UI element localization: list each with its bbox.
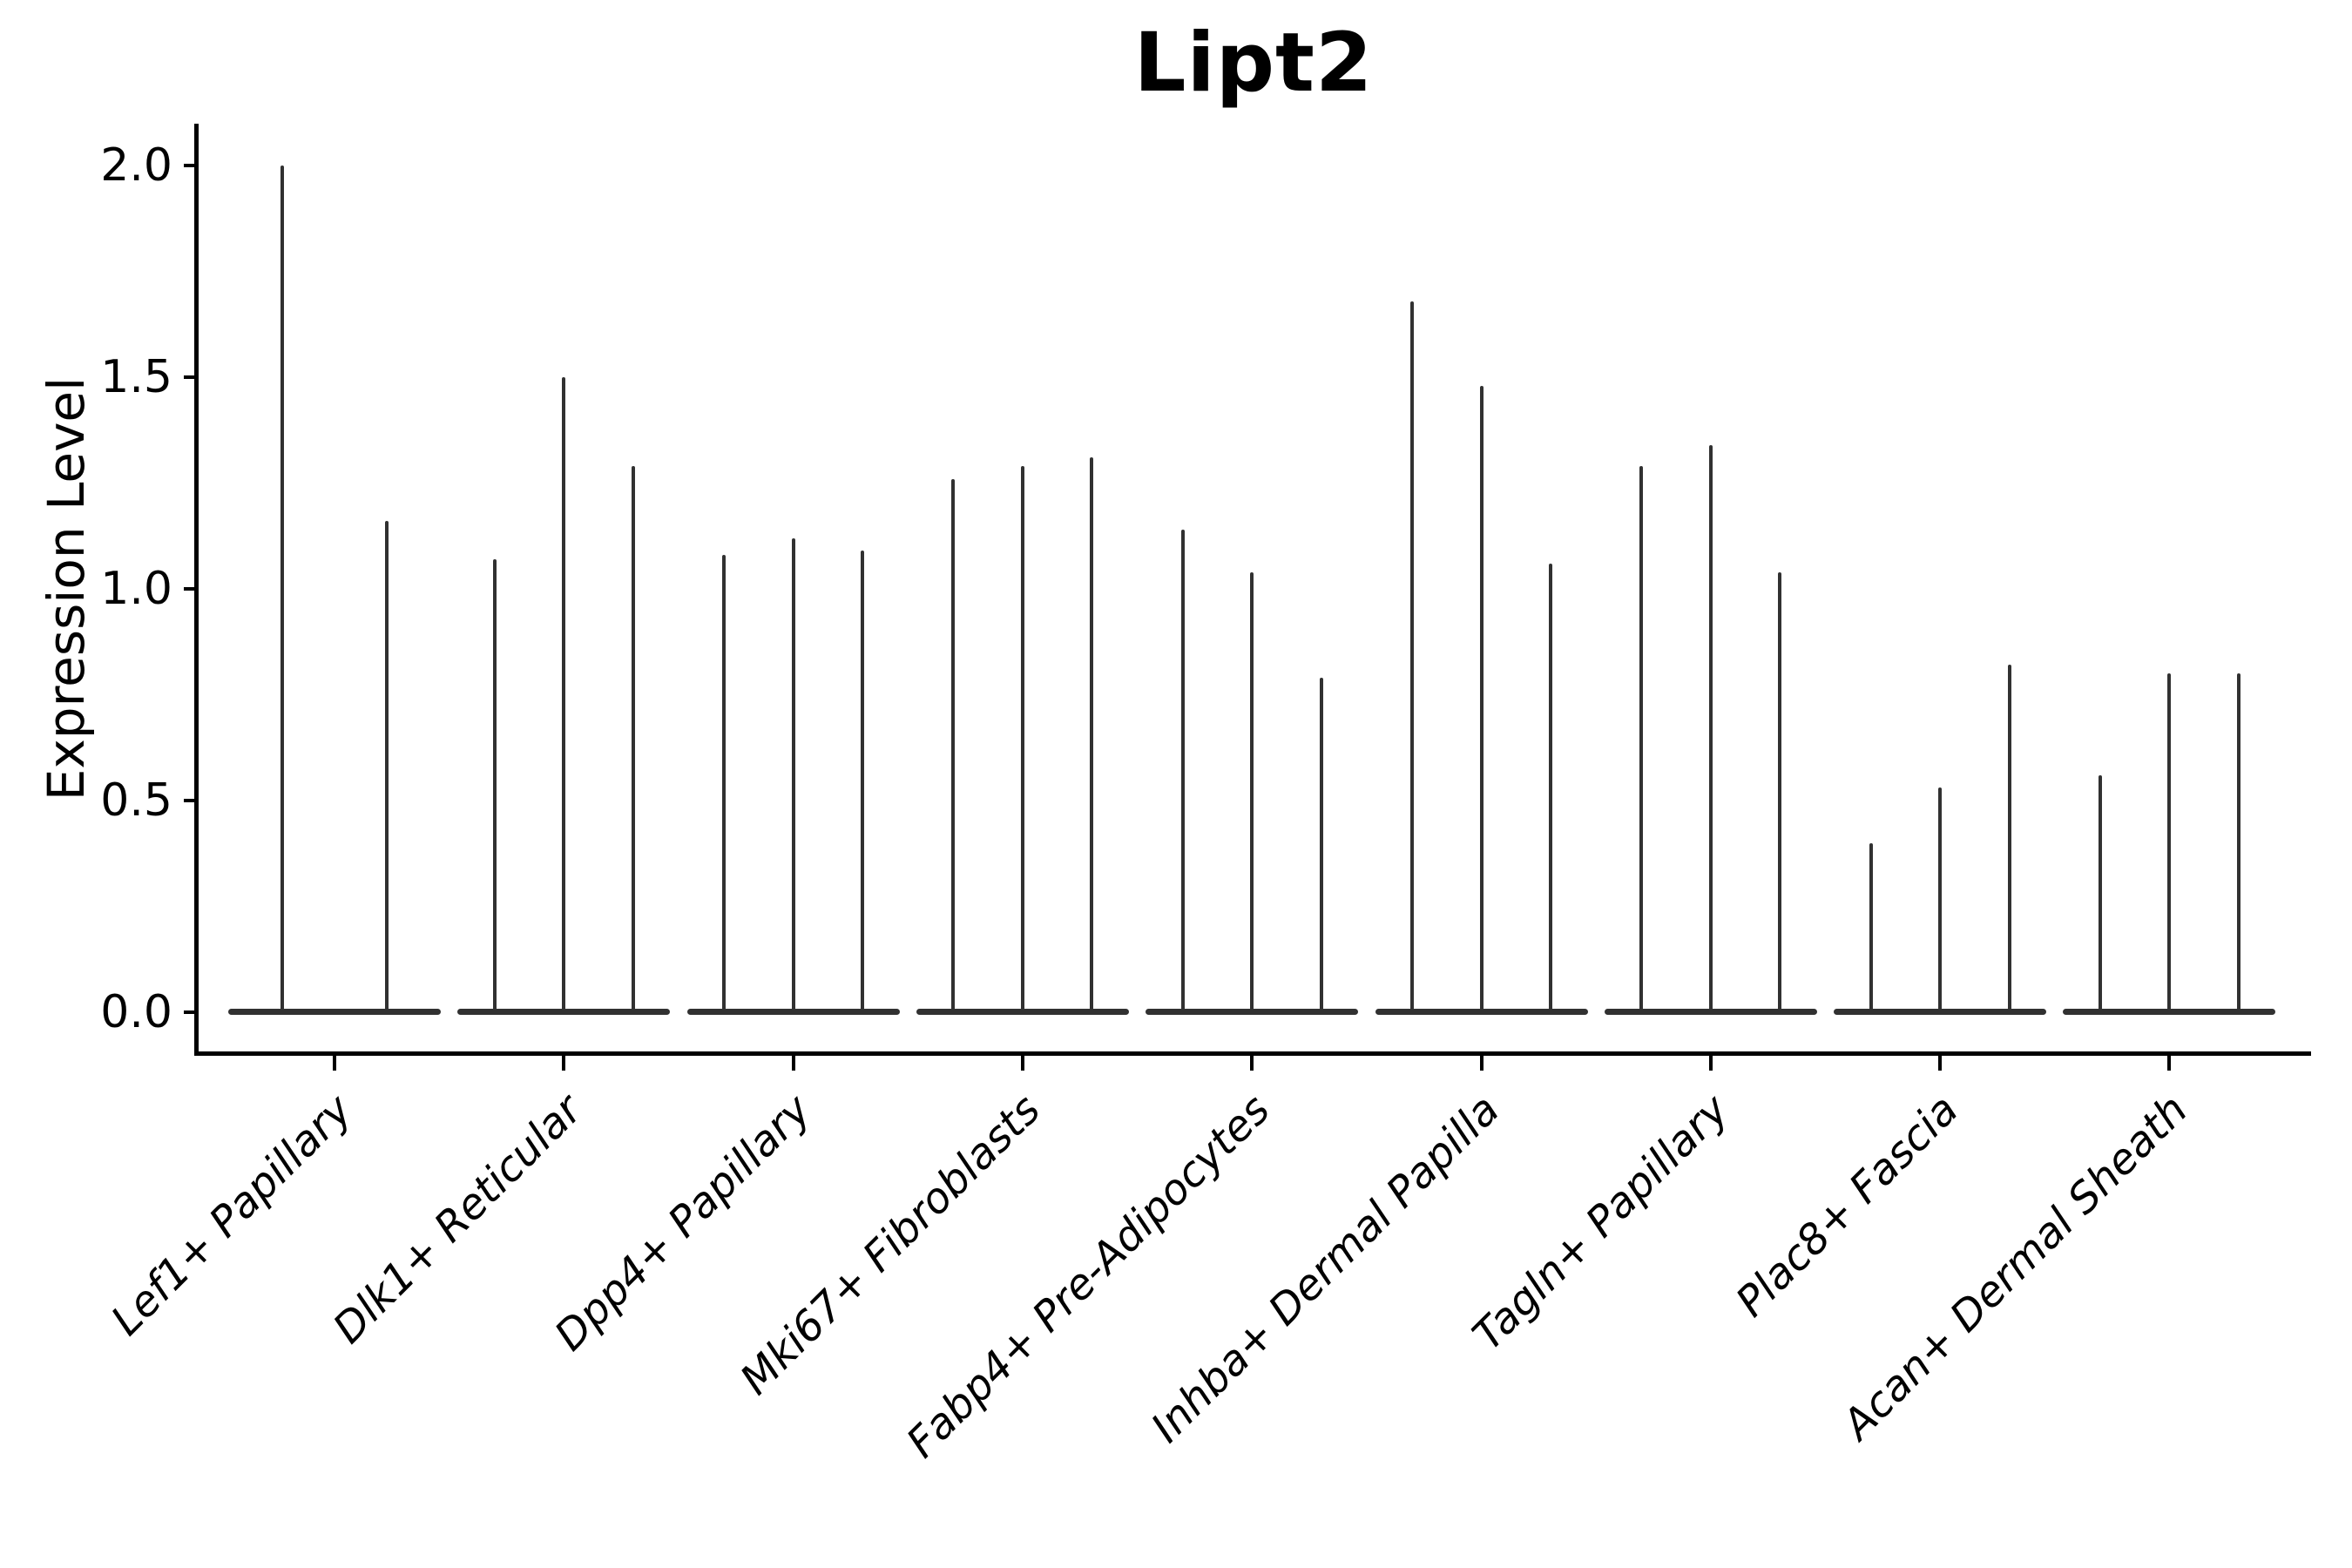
x-tick [562,1056,566,1071]
x-tick [1479,1056,1484,1071]
violin-spike [2236,673,2240,1012]
violin-spike [2007,665,2011,1012]
y-tick-label: 1.5 [100,351,172,403]
x-tick-label: Tagln+ Papillary [1463,1085,1739,1361]
violin-spike [1020,466,1024,1012]
x-tick [1250,1056,1254,1071]
violin-spike [951,479,956,1012]
violin-spike [2167,673,2172,1012]
violin-spike [2098,775,2102,1012]
violin-spike [1090,457,1094,1012]
violin-spike [1319,678,1323,1012]
violin-base [228,1009,441,1015]
x-axis-spine [194,1051,2311,1056]
x-tick [333,1056,336,1071]
y-tick-label: 0.0 [100,986,172,1038]
y-tick-label: 2.0 [100,139,172,192]
violin-spike [631,466,635,1012]
y-tick-label: 0.5 [100,774,172,827]
violin-spike [1180,530,1185,1012]
violin-spike [385,521,389,1012]
chart-title: Lipt2 [1133,16,1374,111]
x-tick [1938,1056,1943,1071]
violin-spike [1778,572,1782,1012]
violin-spike [1639,466,1644,1012]
violin-spike [1479,386,1484,1012]
violin-spike [1410,301,1414,1012]
y-tick [184,587,197,591]
x-tick-label: Plac8+ Fascia [1726,1085,1968,1327]
x-tick [791,1056,795,1071]
y-tick [184,375,197,379]
y-tick [184,1010,197,1014]
violin-spike [1708,445,1713,1012]
y-tick-label: 1.0 [100,563,172,615]
violin-spike [1869,843,1873,1012]
x-tick [2167,1056,2172,1071]
violin-spike [861,551,865,1012]
violin-spike [791,538,795,1012]
violin-spike [1938,787,1943,1012]
x-tick [1020,1056,1024,1071]
violin-spike [1549,564,1552,1012]
violin-spike [280,166,284,1012]
y-tick [184,164,197,167]
y-tick [184,799,197,802]
violin-spike [1250,572,1254,1012]
x-tick-label: Lef1+ Papillary [102,1085,362,1345]
x-tick [1708,1056,1713,1071]
violin-spike [492,559,497,1012]
violin-spike [722,555,727,1012]
violin-spike [562,377,566,1012]
x-tick-label: Dpp4+ Papillary [545,1085,821,1361]
x-tick-label: Dlk1+ Reticular [323,1085,591,1354]
